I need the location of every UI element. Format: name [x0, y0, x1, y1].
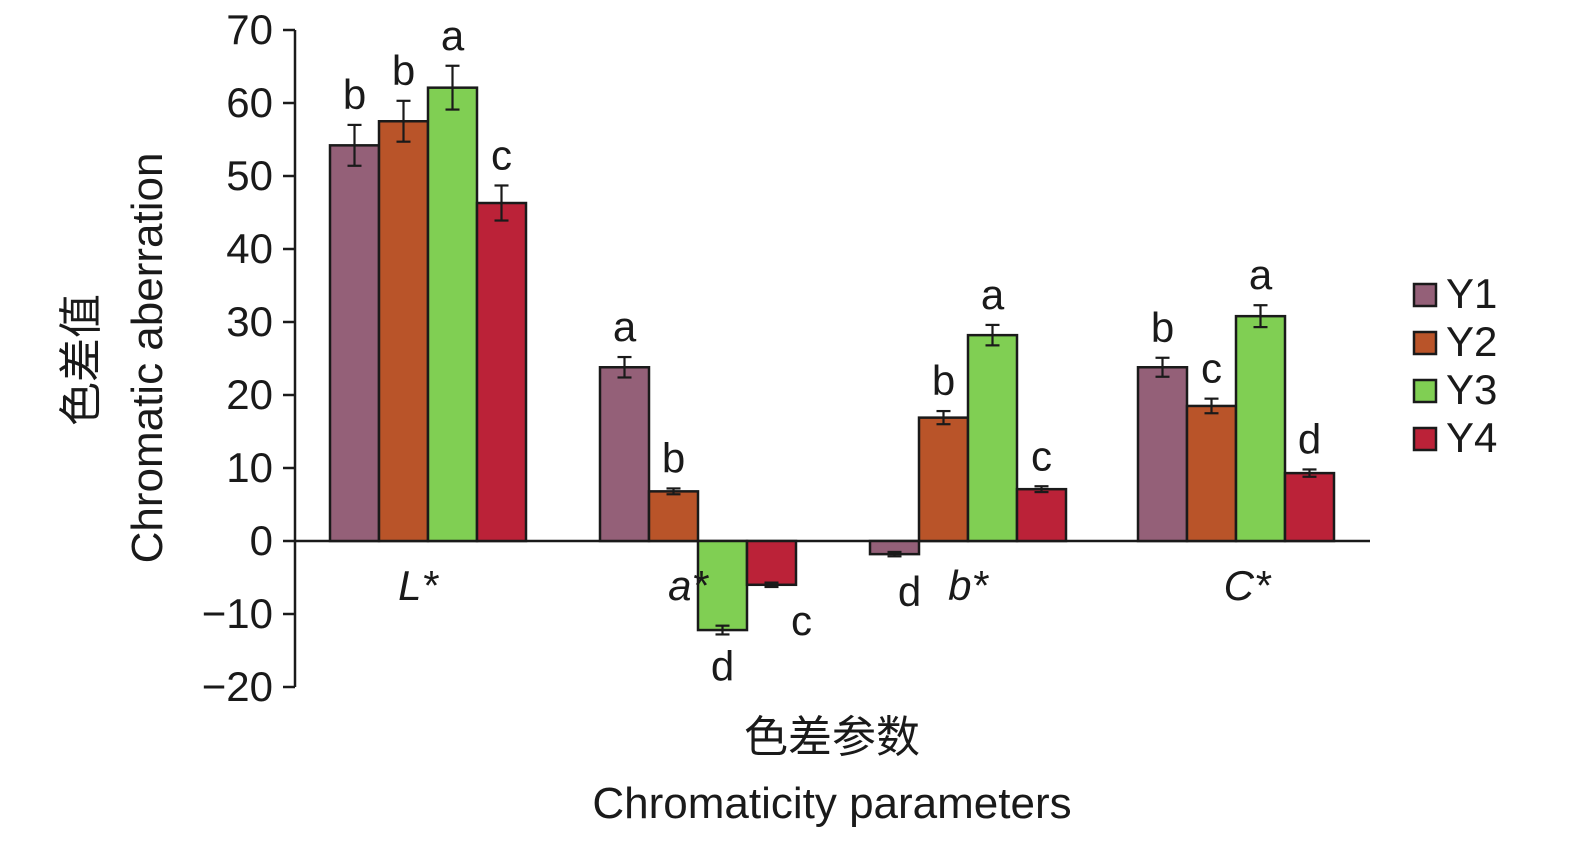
- legend-label-y3: Y3: [1446, 366, 1497, 413]
- y-tick-label: 40: [226, 225, 273, 272]
- bar-y3-b: [966, 333, 1019, 543]
- legend-label-y2: Y2: [1446, 318, 1497, 365]
- bar-y4-b: [1015, 487, 1068, 543]
- significance-letter-y3-c: a: [1249, 251, 1273, 298]
- x-axis-title-cn: 色差参数: [744, 713, 920, 762]
- significance-letter-y2-b: b: [932, 357, 955, 404]
- bar-y1-c: [1136, 366, 1189, 543]
- axes: −20 −10 0 10 20 30 40 50 60 70: [202, 6, 1370, 710]
- legend-label-y4: Y4: [1446, 414, 1497, 461]
- labels: L*bbaca*abdcb*dbacC*bcad色差参数Chromaticity…: [57, 12, 1321, 828]
- significance-letter-y4-l: c: [491, 131, 512, 178]
- legend-label-y1: Y1: [1446, 270, 1497, 317]
- significance-letter-y4-c: d: [1298, 415, 1321, 462]
- y-axis-title: Chromatic aberration: [123, 153, 172, 564]
- significance-letter-y3-l: a: [441, 12, 465, 59]
- x-axis-title: Chromaticity parameters: [592, 779, 1071, 828]
- bar-y3-c: [1234, 314, 1287, 543]
- bar-y4-c: [1283, 471, 1336, 543]
- legend-swatch-y4: [1412, 426, 1438, 452]
- legend-swatch-y3: [1412, 378, 1438, 404]
- y-tick-label: 20: [226, 371, 273, 418]
- y-tick-label: 50: [226, 152, 273, 199]
- bar-y3-a: [696, 539, 749, 632]
- category-label-c: C*: [1224, 562, 1272, 609]
- significance-letter-y2-a: b: [662, 434, 685, 481]
- bar-y2-l: [377, 120, 430, 543]
- bar-y3-l: [426, 86, 479, 543]
- bar-y4-a: [745, 539, 798, 587]
- y-tick-label: −20: [202, 663, 273, 710]
- significance-letter-y1-c: b: [1151, 304, 1174, 351]
- bar-y2-c: [1185, 404, 1238, 543]
- significance-letter-y4-a: c: [791, 597, 812, 644]
- bar-y2-b: [917, 416, 970, 543]
- category-label-a: a*: [668, 562, 709, 609]
- significance-letter-y3-b: a: [981, 271, 1005, 318]
- bar-y1-a: [598, 366, 651, 543]
- category-label-l: L*: [398, 562, 439, 609]
- category-label-b: b*: [948, 562, 989, 609]
- y-tick-label: 0: [250, 517, 273, 564]
- bars: [328, 64, 1336, 636]
- significance-letter-y1-a: a: [613, 303, 637, 350]
- significance-letter-y3-a: d: [711, 642, 734, 689]
- bar-y2-a: [647, 490, 700, 543]
- legend-swatch-y1: [1412, 282, 1438, 308]
- y-tick-label: 30: [226, 298, 273, 345]
- significance-letter-y1-b: d: [898, 568, 921, 615]
- y-axis-title-cn: 色差值: [57, 294, 106, 426]
- y-tick-label: −10: [202, 590, 273, 637]
- significance-letter-y2-c: c: [1201, 345, 1222, 392]
- y-tick-label: 10: [226, 444, 273, 491]
- significance-letter-y2-l: b: [392, 47, 415, 94]
- significance-letter-y4-b: c: [1031, 432, 1052, 479]
- significance-letter-y1-l: b: [343, 71, 366, 118]
- y-tick-label: 60: [226, 79, 273, 126]
- legend-swatch-y2: [1412, 330, 1438, 356]
- y-tick-label: 70: [226, 6, 273, 53]
- bar-y4-l: [475, 201, 528, 543]
- bar-y1-l: [328, 144, 381, 543]
